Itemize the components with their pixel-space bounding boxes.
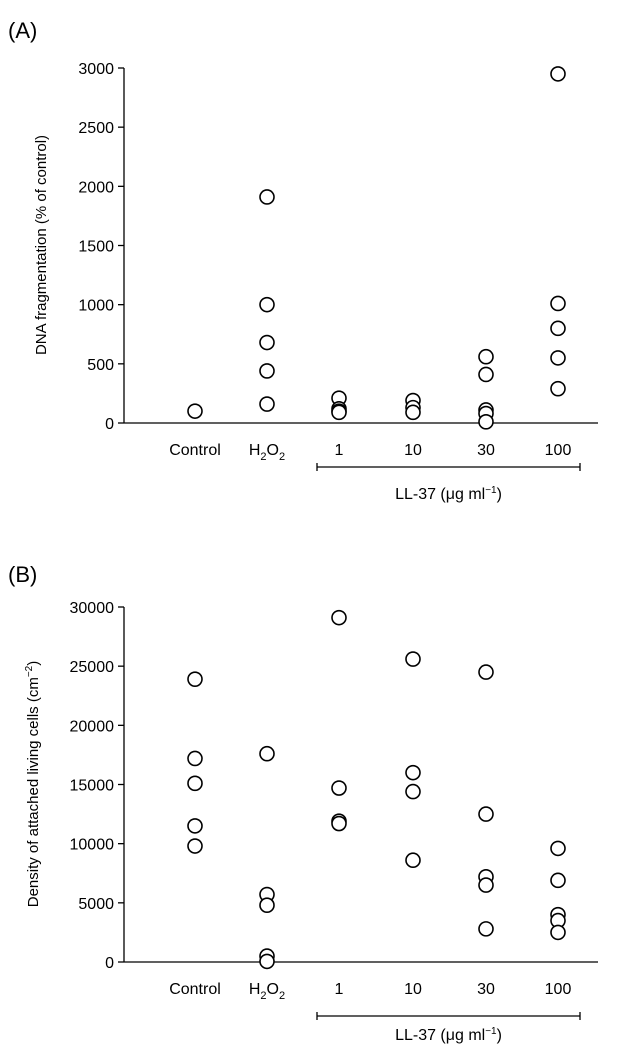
data-point bbox=[187, 818, 203, 834]
y-axis-title-b: Density of attached living cells (cm−2) bbox=[24, 661, 42, 908]
y-tick-label: 20000 bbox=[70, 718, 115, 735]
data-point bbox=[478, 806, 494, 822]
y-tick-label: 2000 bbox=[78, 179, 114, 196]
data-point bbox=[259, 897, 275, 914]
data-point bbox=[331, 404, 347, 421]
y-tick-label: 1000 bbox=[78, 298, 114, 315]
data-point bbox=[550, 350, 566, 366]
data-point bbox=[478, 877, 494, 893]
data-point bbox=[478, 414, 494, 430]
data-point bbox=[405, 783, 421, 800]
x-tick-label: 1 bbox=[335, 442, 344, 459]
data-point bbox=[259, 363, 275, 379]
x-tick-label: 30 bbox=[477, 442, 495, 459]
y-tick-label: 30000 bbox=[70, 600, 115, 617]
data-point bbox=[187, 671, 203, 687]
data-point bbox=[550, 66, 566, 82]
y-tick-label: 15000 bbox=[70, 778, 115, 795]
data-point bbox=[259, 953, 275, 970]
panel-label-a: (A) bbox=[8, 18, 37, 43]
data-point bbox=[187, 750, 203, 767]
y-tick-label: 500 bbox=[87, 357, 114, 374]
group-bracket-label: LL-37 (μg ml−1) bbox=[395, 1026, 502, 1044]
data-point bbox=[259, 296, 275, 313]
data-point bbox=[187, 403, 203, 419]
data-point bbox=[259, 334, 275, 351]
data-point bbox=[478, 921, 494, 937]
data-point bbox=[550, 295, 566, 312]
data-point bbox=[405, 404, 421, 421]
x-tick-label: 30 bbox=[477, 981, 495, 998]
y-tick-label: 5000 bbox=[78, 896, 114, 913]
data-point bbox=[331, 780, 347, 796]
data-point bbox=[405, 764, 421, 781]
data-point bbox=[405, 651, 421, 667]
x-tick-label: 100 bbox=[545, 981, 572, 998]
y-tick-label: 1500 bbox=[78, 239, 114, 256]
y-tick-label: 0 bbox=[105, 955, 114, 972]
data-point bbox=[550, 320, 566, 337]
data-point bbox=[550, 872, 566, 889]
y-tick-label: 3000 bbox=[78, 61, 114, 78]
y-tick-label: 25000 bbox=[70, 659, 115, 676]
panel-a-marks: 0 500 1000 1500 2000 2500 3000 Control H2O2 1 10 30… bbox=[78, 61, 598, 503]
x-tick-label: H2O2 bbox=[249, 981, 285, 1002]
panel-b-chart: (B) Density of attached living cells (cm… bbox=[8, 562, 598, 1044]
x-tick-label: 10 bbox=[404, 442, 422, 459]
x-tick-label: H2O2 bbox=[249, 442, 285, 463]
data-point bbox=[259, 396, 275, 412]
data-point bbox=[259, 745, 275, 762]
x-tick-label: 1 bbox=[335, 981, 344, 998]
data-point bbox=[478, 366, 494, 383]
x-tick-label: Control bbox=[169, 981, 221, 998]
panel-b-marks: 0 5000 10000 15000 20000 25000 30000 Control H2O… bbox=[70, 600, 598, 1044]
y-tick-label: 2500 bbox=[78, 120, 114, 137]
data-point bbox=[187, 838, 203, 854]
data-point bbox=[478, 664, 494, 680]
y-axis-title-a: DNA fragmentation (% of control) bbox=[33, 135, 50, 355]
data-point bbox=[331, 609, 347, 626]
data-point bbox=[550, 840, 566, 857]
y-tick-label: 0 bbox=[105, 416, 114, 433]
data-point bbox=[259, 189, 275, 205]
data-point bbox=[331, 815, 347, 832]
x-tick-label: Control bbox=[169, 442, 221, 459]
panel-a-chart: (A) DNA fragmentation (% of control) 0 50… bbox=[8, 18, 598, 503]
data-point bbox=[550, 924, 566, 941]
group-bracket-label: LL-37 (μg ml−1) bbox=[395, 485, 502, 503]
data-point bbox=[478, 348, 494, 365]
x-tick-label: 10 bbox=[404, 981, 422, 998]
data-point bbox=[187, 775, 203, 792]
data-point bbox=[405, 852, 421, 869]
data-point bbox=[550, 380, 566, 397]
y-tick-label: 10000 bbox=[70, 837, 115, 854]
panel-label-b: (B) bbox=[8, 562, 37, 587]
x-tick-label: 100 bbox=[545, 442, 572, 459]
